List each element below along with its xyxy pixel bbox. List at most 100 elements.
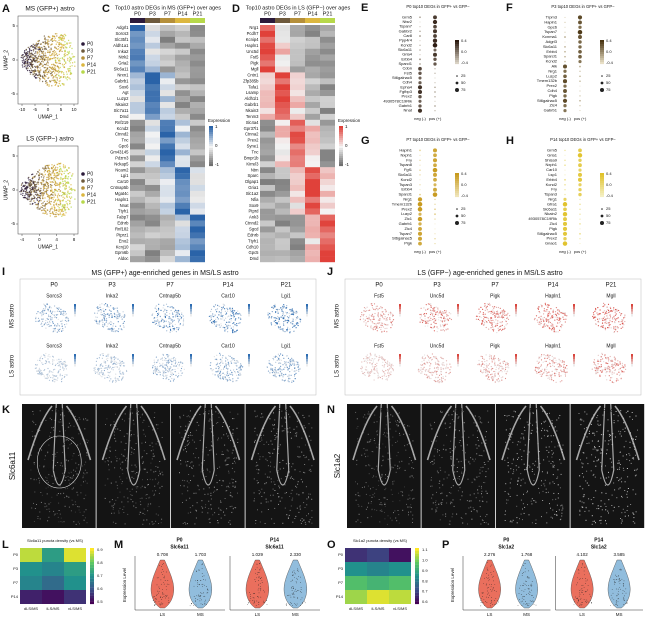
colorbar-tick: -0.4 (461, 193, 469, 198)
cell-dot (38, 49, 39, 50)
gene-label: Car10 (221, 343, 235, 349)
cell-dot (220, 378, 221, 379)
cell-dot (169, 316, 170, 317)
legend-label: P3 (87, 178, 93, 184)
heat-cell (145, 221, 160, 227)
cell-dot (485, 317, 486, 318)
cell-dot (60, 366, 61, 367)
cell-dot (46, 43, 47, 44)
cell-dot (35, 194, 36, 195)
cell-dot (369, 319, 370, 320)
cell-dot (181, 314, 182, 315)
cell-dot (278, 372, 279, 373)
colorbar-title: Expression (208, 118, 231, 123)
cell-dot (382, 370, 383, 371)
cell-dot (68, 173, 69, 174)
cell-dot (162, 363, 163, 364)
cell-dot (425, 318, 426, 319)
cell-dot (165, 358, 166, 359)
cell-dot (62, 65, 63, 66)
cell-dot (216, 364, 217, 365)
cell-dot (169, 323, 170, 324)
cell-dot (294, 375, 295, 376)
cell-dot (113, 369, 114, 370)
cell-dot (50, 67, 51, 68)
cell-dot (30, 73, 31, 74)
heat-cell (260, 72, 275, 78)
heat-cell (175, 238, 190, 244)
cell-dot (37, 194, 38, 195)
cell-dot (382, 325, 383, 326)
cell-dot (107, 304, 108, 305)
dot (564, 150, 566, 152)
panel-letter: H (506, 135, 514, 147)
heat-cell (190, 114, 205, 120)
colorbar-step (339, 152, 343, 154)
size-key (600, 221, 604, 225)
heat-cell (145, 149, 160, 155)
cell-dot (38, 187, 39, 188)
cell-dot (231, 372, 232, 373)
cell-dot (105, 362, 106, 363)
cell-dot (57, 311, 58, 312)
cell-dot (159, 316, 160, 317)
cell-dot (124, 316, 125, 317)
cell-dot (275, 371, 276, 372)
cell-dot (33, 70, 34, 71)
cell-dot (55, 38, 56, 39)
cell-dot (280, 353, 281, 354)
cell-dot (50, 59, 51, 60)
heat-cell (305, 221, 320, 227)
age-label: P14 (178, 11, 188, 17)
heat-cell (305, 138, 320, 144)
cell-dot (42, 312, 43, 313)
heat-cell (130, 191, 145, 197)
cell-dot (124, 321, 125, 322)
cell-dot (171, 375, 172, 376)
heat-cell (320, 144, 335, 150)
cell-dot (539, 311, 540, 312)
cell-dot (25, 197, 26, 198)
cell-dot (164, 357, 165, 358)
cell-dot (40, 200, 41, 201)
cell-dot (286, 305, 287, 306)
cell-dot (231, 357, 232, 358)
cell-dot (113, 309, 114, 310)
cell-dot (99, 320, 100, 321)
cell-dot (109, 367, 110, 368)
cell-dot (486, 322, 487, 323)
heat-cell (175, 167, 190, 173)
cell-dot (444, 330, 445, 331)
heat-cell (175, 203, 190, 209)
cell-dot (34, 73, 35, 74)
cell-dot (212, 315, 213, 316)
cell-dot (47, 322, 48, 323)
dot (418, 104, 421, 107)
cell-dot (56, 204, 57, 205)
colorbar-step (132, 357, 134, 360)
cell-dot (228, 362, 229, 363)
heat-cell (175, 155, 190, 161)
cell-dot (428, 303, 429, 304)
cell-dot (109, 376, 110, 377)
cell-dot (72, 189, 73, 190)
cell-dot (492, 326, 493, 327)
cell-dot (27, 53, 28, 54)
cell-dot (381, 315, 382, 316)
cell-dot (153, 318, 154, 319)
cell-dot (237, 330, 238, 331)
cell-dot (49, 325, 50, 326)
heat-cell (290, 144, 305, 150)
age-label: P3 (433, 283, 441, 289)
colorbar-step (600, 185, 604, 187)
cell-dot (604, 316, 605, 317)
size-key (455, 221, 459, 225)
cell-dot (51, 213, 52, 214)
cell-dot (115, 378, 116, 379)
cell-dot (33, 49, 34, 50)
dot (433, 53, 437, 57)
cell-dot (57, 329, 58, 330)
cell-dot (35, 77, 36, 78)
cell-dot (102, 322, 103, 323)
cell-dot (66, 71, 67, 72)
